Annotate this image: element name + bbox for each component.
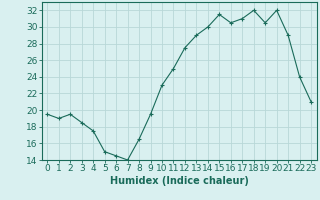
- X-axis label: Humidex (Indice chaleur): Humidex (Indice chaleur): [110, 176, 249, 186]
